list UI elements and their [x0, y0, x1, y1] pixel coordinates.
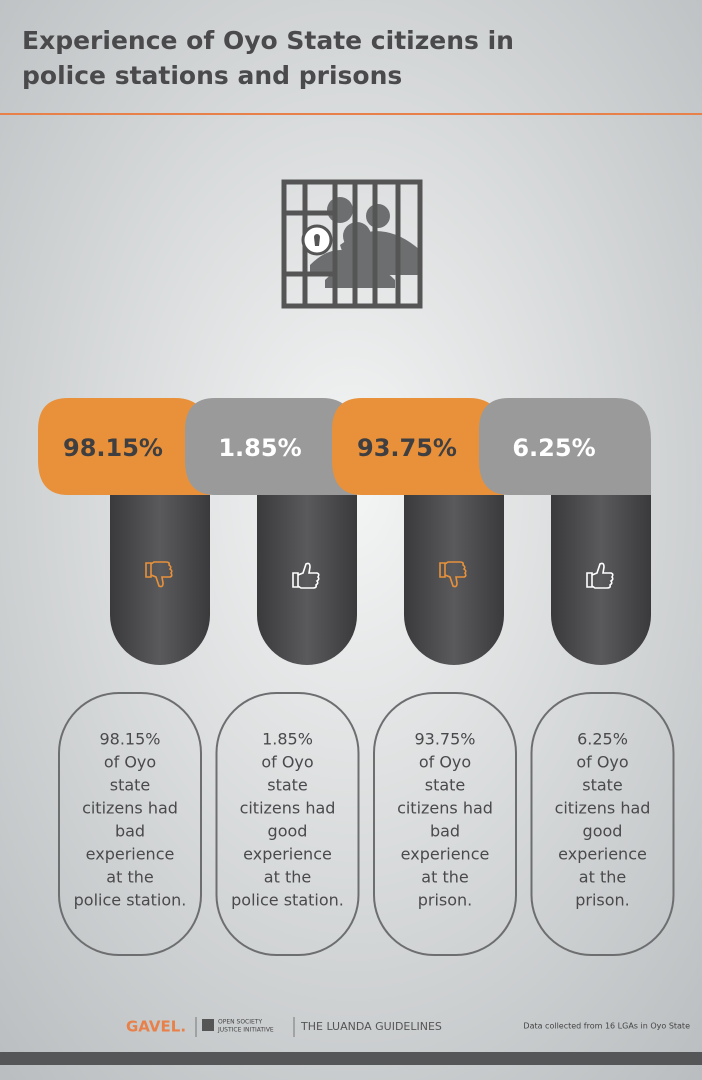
pill [551, 495, 651, 665]
description-line: at the [264, 868, 311, 887]
description-line: good [268, 822, 308, 841]
icon-shape [292, 562, 320, 589]
title: police stations and prisons [22, 61, 402, 90]
thumbs-up-icon [292, 562, 320, 589]
partner: JUSTICE INITIATIVE [217, 1027, 274, 1034]
description-line: 1.85% [262, 730, 313, 749]
pill [110, 495, 210, 665]
ribbon-tab [479, 398, 651, 510]
description-line: 98.15% [99, 730, 160, 749]
description-line: experience [86, 845, 175, 864]
description-line: state [582, 776, 623, 795]
description-box [530, 692, 675, 956]
pill [404, 495, 504, 665]
description-line: prison. [418, 891, 473, 910]
description-line: prison. [575, 891, 630, 910]
percent-label: 93.75% [357, 434, 457, 462]
description-line: of Oyo [419, 753, 471, 772]
description-line: of Oyo [104, 753, 156, 772]
description-line: of Oyo [261, 753, 313, 772]
thumbs-down-icon [145, 561, 173, 588]
brand: GAVEL. [126, 1018, 186, 1036]
guidelines: THE LUANDA GUIDELINES [300, 1020, 442, 1033]
ribbon-tab [332, 398, 504, 510]
bottom-bar [0, 1052, 702, 1065]
description-line: state [425, 776, 466, 795]
description-line: citizens had [82, 799, 178, 818]
description-line: bad [430, 822, 460, 841]
description-line: 93.75% [414, 730, 475, 749]
pill [257, 495, 357, 665]
note: Data collected from 16 LGAs in Oyo State [523, 1022, 690, 1031]
description-box [215, 692, 360, 956]
description-line: experience [243, 845, 332, 864]
thumbs-down-icon [439, 561, 467, 588]
description-line: state [267, 776, 308, 795]
thumbs-up-icon [586, 562, 614, 589]
description-line: state [110, 776, 151, 795]
description-line: good [583, 822, 623, 841]
description-line: 6.25% [577, 730, 628, 749]
description-line: citizens had [240, 799, 336, 818]
ribbon-tab [185, 398, 357, 510]
osji-logo [202, 1019, 214, 1031]
description-line: at the [579, 868, 626, 887]
description-line: police station. [74, 891, 187, 910]
description-line: of Oyo [576, 753, 628, 772]
percent-label: 98.15% [63, 434, 163, 462]
description-line: citizens had [397, 799, 493, 818]
partner: OPEN SOCIETY [218, 1019, 262, 1026]
icon-shape [145, 561, 173, 588]
description-line: at the [106, 868, 153, 887]
description-box [58, 692, 202, 956]
icon-shape [586, 562, 614, 589]
description-line: citizens had [555, 799, 651, 818]
columns: 98.15% 98.15% of Oyo state citizens had bad ex… [38, 398, 675, 956]
description-line: at the [421, 868, 468, 887]
title: Experience of Oyo State citizens in [22, 26, 514, 55]
footer: GAVEL. OPEN SOCIETY JUSTICE INITIATIVE T… [126, 1017, 690, 1037]
ribbon-tab [38, 398, 210, 510]
percent-label: 6.25% [512, 434, 595, 462]
description-line: experience [401, 845, 490, 864]
description-line: bad [115, 822, 145, 841]
description-box [373, 692, 517, 956]
icon-shape [439, 561, 467, 588]
percent-label: 1.85% [218, 434, 301, 462]
description-line: police station. [231, 891, 344, 910]
description-line: experience [558, 845, 647, 864]
jail-icon [281, 179, 423, 309]
